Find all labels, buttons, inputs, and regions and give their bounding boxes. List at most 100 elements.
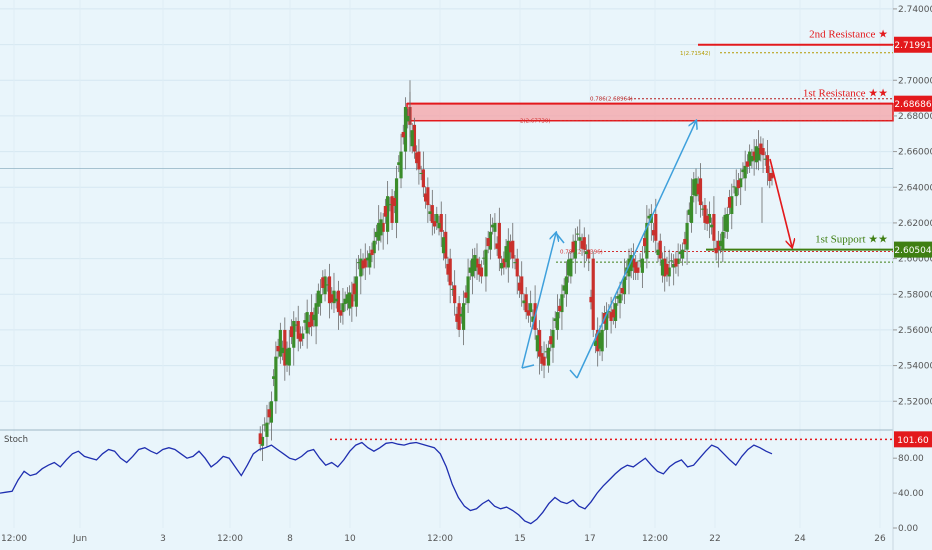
stoch-line bbox=[0, 441, 773, 525]
candle-body bbox=[647, 215, 651, 219]
candle-body bbox=[752, 151, 756, 161]
candle-body bbox=[589, 296, 593, 303]
candle-body bbox=[352, 283, 356, 295]
candle-body bbox=[634, 262, 638, 273]
candle-body bbox=[263, 424, 267, 426]
candle-body bbox=[336, 290, 341, 313]
candle-body bbox=[768, 172, 772, 182]
candle-body bbox=[654, 214, 658, 241]
candle-body bbox=[448, 258, 452, 286]
candle-body bbox=[446, 263, 450, 275]
candle-body bbox=[435, 214, 439, 223]
blue-arrow-swing bbox=[576, 121, 696, 379]
candle-body bbox=[613, 303, 618, 321]
candle-body bbox=[392, 197, 396, 206]
stoch-tick-label: 40.00 bbox=[898, 489, 924, 499]
candle-body bbox=[513, 262, 517, 264]
candle-body bbox=[520, 276, 524, 295]
candle-body bbox=[616, 296, 620, 299]
fib-label: 0.786(2.68964) bbox=[590, 97, 633, 103]
candle-body bbox=[683, 238, 687, 245]
candle-body bbox=[325, 284, 329, 286]
candle-body bbox=[701, 208, 705, 210]
candle-body bbox=[564, 276, 568, 295]
candle-body bbox=[750, 156, 754, 162]
candle-body bbox=[763, 158, 767, 160]
candle-body bbox=[323, 276, 327, 295]
candle-body bbox=[381, 222, 385, 232]
candle-body bbox=[314, 303, 318, 327]
candle-body bbox=[339, 310, 343, 316]
candle-body bbox=[287, 347, 291, 366]
candle-body bbox=[363, 258, 367, 268]
candle-body bbox=[345, 294, 349, 304]
candle-body bbox=[748, 151, 752, 166]
candle-body bbox=[403, 107, 408, 152]
blue-arrow-up bbox=[521, 233, 556, 369]
stoch-level-label: 101.60 bbox=[897, 436, 929, 446]
candle-body bbox=[361, 260, 365, 269]
candle-body bbox=[743, 165, 747, 179]
candle-body bbox=[694, 178, 698, 197]
candle-body bbox=[341, 303, 345, 313]
candle-body bbox=[453, 285, 457, 304]
candle-body bbox=[504, 246, 508, 263]
candle-body bbox=[609, 312, 613, 321]
candle-body bbox=[462, 303, 466, 330]
candle-body bbox=[359, 258, 363, 277]
price-tick-label: 2.62000 bbox=[898, 219, 932, 229]
price-tick-label: 2.56000 bbox=[898, 326, 932, 336]
candle-body bbox=[531, 316, 535, 322]
red-arrow-down bbox=[769, 158, 792, 247]
stoch-label: Stoch bbox=[4, 435, 28, 445]
candle-body bbox=[558, 305, 562, 312]
candle-body bbox=[441, 237, 446, 254]
candle-body bbox=[292, 321, 296, 348]
candle-body bbox=[712, 214, 716, 241]
fib-label: 0.786(2.60396) bbox=[560, 250, 603, 256]
candle-body bbox=[310, 312, 314, 327]
candle-body bbox=[298, 333, 303, 342]
candle-body bbox=[383, 205, 387, 217]
price-tick-label: 2.64000 bbox=[898, 183, 932, 193]
level-label: 1st Support ★★ bbox=[815, 234, 888, 246]
time-tick-label: 3 bbox=[160, 534, 166, 544]
candle-body bbox=[658, 240, 662, 259]
price-tick-label: 2.58000 bbox=[898, 290, 932, 300]
candle-body bbox=[575, 233, 580, 235]
candle-body bbox=[332, 290, 336, 304]
candle-body bbox=[464, 292, 468, 298]
candle-body bbox=[676, 258, 680, 264]
candle-body bbox=[428, 211, 432, 214]
candle-body bbox=[544, 351, 548, 353]
candle-body bbox=[499, 263, 504, 269]
candle-body bbox=[412, 124, 417, 152]
candle-body bbox=[354, 276, 358, 307]
candle-body bbox=[665, 263, 669, 275]
candle-body bbox=[294, 324, 298, 326]
candle-body bbox=[466, 276, 470, 304]
candle-body bbox=[660, 259, 665, 276]
candle-body bbox=[296, 321, 300, 339]
candle-body bbox=[327, 276, 332, 304]
candle-body bbox=[265, 422, 269, 437]
candle-body bbox=[569, 258, 573, 277]
candle-body bbox=[739, 178, 743, 188]
time-tick-label: 12:00 bbox=[1, 534, 27, 544]
candle-body bbox=[685, 222, 689, 250]
candle-body bbox=[669, 260, 674, 262]
candle-body bbox=[667, 267, 671, 277]
time-tick-label: 24 bbox=[794, 534, 806, 544]
candle-body bbox=[269, 401, 274, 423]
candle-body bbox=[549, 336, 553, 345]
price-box bbox=[894, 241, 932, 258]
candle-body bbox=[587, 249, 591, 259]
candle-body bbox=[560, 294, 564, 313]
candle-body bbox=[260, 436, 265, 446]
candle-body bbox=[681, 249, 685, 259]
candle-body bbox=[727, 197, 732, 208]
candle-body bbox=[365, 257, 370, 261]
candle-body bbox=[390, 196, 394, 223]
level-label: 1st Resistance ★★ bbox=[803, 88, 888, 100]
candle-body bbox=[696, 183, 700, 195]
